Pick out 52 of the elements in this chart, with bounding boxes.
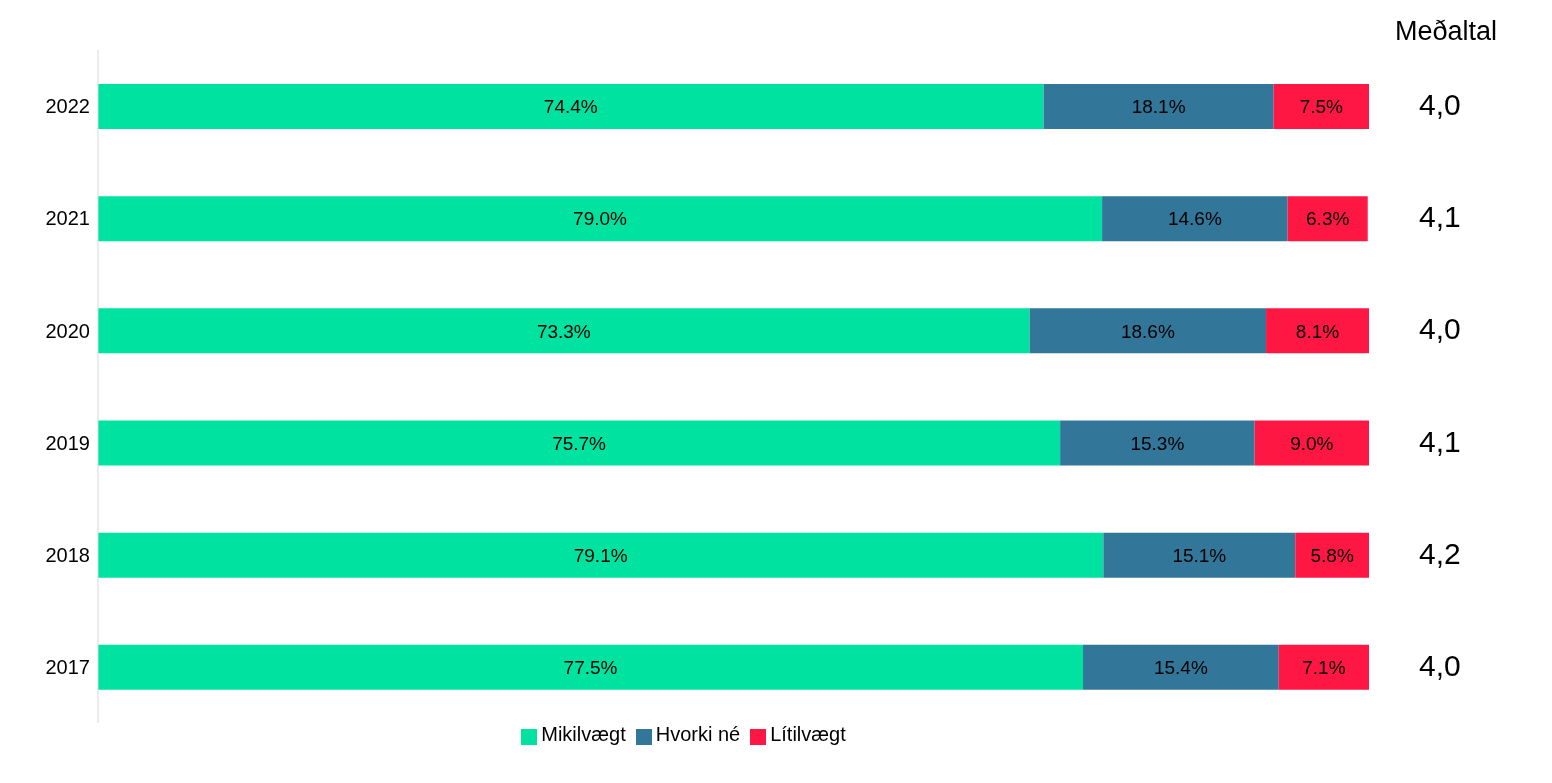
bar <box>98 196 1103 242</box>
y-tick-label: 2022 <box>45 95 90 118</box>
text: 4,0 <box>1419 312 1461 347</box>
legend-label: Lítilvægt <box>770 723 846 745</box>
y-tick-label: 2018 <box>45 543 90 566</box>
text: Meðaltal <box>1395 16 1498 47</box>
data-label: 8.1% <box>1295 320 1340 342</box>
bar <box>98 420 1061 466</box>
text: 4,1 <box>1419 424 1461 459</box>
data-label: 7.5% <box>1299 96 1344 118</box>
data-label: 15.1% <box>1172 544 1227 566</box>
bar <box>1043 84 1274 129</box>
bar <box>1254 420 1369 466</box>
data-label: 9.0% <box>1290 432 1334 454</box>
bar <box>98 644 1084 690</box>
data-label: 75.7% <box>552 432 607 454</box>
text: 4,2 <box>1419 536 1461 571</box>
bar <box>1103 532 1296 578</box>
bar <box>1266 308 1369 354</box>
legend-label: Hvorki né <box>655 723 741 745</box>
bar <box>1295 532 1369 578</box>
bar <box>1273 84 1369 129</box>
data-label: 7.1% <box>1302 657 1346 679</box>
y-tick-label: 2020 <box>45 319 90 342</box>
bar <box>1060 420 1255 466</box>
text: 4,0 <box>1419 88 1461 123</box>
data-label: 79.0% <box>573 208 628 230</box>
data-label: 14.6% <box>1167 208 1222 230</box>
bar <box>1083 644 1279 690</box>
bar <box>1102 196 1288 242</box>
data-label: 15.3% <box>1130 432 1185 454</box>
y-tick-label: 2019 <box>45 431 90 454</box>
bar <box>1029 308 1267 354</box>
bar <box>1278 644 1369 690</box>
data-label: 6.3% <box>1306 208 1350 230</box>
text: 4,0 <box>1419 648 1461 683</box>
data-label: 79.1% <box>573 544 628 566</box>
data-label: 73.3% <box>536 320 591 342</box>
y-tick-label: 2017 <box>45 656 90 679</box>
data-label: 18.1% <box>1131 96 1186 118</box>
data-label: 77.5% <box>563 657 618 679</box>
data-label: 15.4% <box>1153 657 1208 679</box>
bar <box>98 532 1104 578</box>
legend-label: Mikilvægt <box>541 723 626 745</box>
bar <box>1287 196 1368 242</box>
data-label: 18.6% <box>1120 320 1175 342</box>
y-tick-label: 2021 <box>45 207 90 230</box>
bar <box>98 308 1030 354</box>
data-label: 74.4% <box>543 96 598 118</box>
text: 4,1 <box>1419 200 1461 235</box>
bar <box>98 84 1044 129</box>
data-label: 5.8% <box>1310 544 1354 566</box>
